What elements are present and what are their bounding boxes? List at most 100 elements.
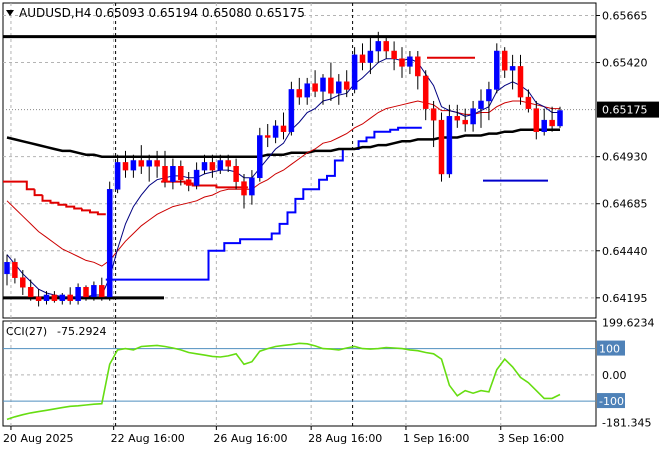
candle bbox=[509, 54, 516, 90]
candle-body bbox=[114, 162, 121, 190]
cci-panel: 199.6234 100 0.00 -100 -181.345 bbox=[2, 316, 655, 429]
candle-body bbox=[478, 100, 484, 109]
main-frame bbox=[2, 2, 597, 319]
candle-body bbox=[312, 83, 318, 92]
candle-body bbox=[193, 169, 200, 186]
candle-body bbox=[4, 262, 10, 275]
candle bbox=[525, 89, 532, 113]
candle-body bbox=[462, 119, 468, 125]
candle bbox=[399, 47, 405, 78]
candle-body bbox=[20, 277, 26, 288]
candle-body bbox=[146, 160, 152, 167]
candle-body bbox=[367, 50, 374, 63]
current-price-box bbox=[597, 101, 659, 118]
candle bbox=[138, 145, 145, 174]
candle-body bbox=[43, 294, 50, 301]
cci-level-label: 0.00 bbox=[602, 369, 627, 382]
candle-body bbox=[233, 166, 239, 182]
candle-body bbox=[446, 116, 453, 175]
candle-body bbox=[288, 89, 295, 132]
candle-body bbox=[225, 160, 231, 167]
candle bbox=[67, 287, 73, 305]
main-price-lines bbox=[3, 35, 596, 300]
cci-label: CCI(27) bbox=[6, 325, 47, 338]
candle-body bbox=[304, 83, 310, 98]
long-moving-average bbox=[6, 128, 560, 158]
candle bbox=[59, 293, 66, 305]
candle-body bbox=[501, 50, 508, 71]
time-axis: 20 Aug 2025 22 Aug 16:00 26 Aug 16:00 28 Au… bbox=[3, 426, 564, 445]
candle-body bbox=[343, 81, 350, 90]
candle-body bbox=[51, 294, 58, 301]
candle bbox=[217, 154, 224, 174]
candle bbox=[470, 100, 476, 132]
candle bbox=[264, 124, 271, 148]
candle-body bbox=[241, 181, 247, 196]
candle bbox=[75, 283, 81, 305]
candle-body bbox=[249, 177, 255, 196]
candle bbox=[106, 181, 113, 301]
candle-body bbox=[162, 166, 168, 182]
candle-body bbox=[280, 125, 287, 132]
candle bbox=[272, 120, 279, 144]
candle bbox=[209, 154, 216, 178]
candle-body bbox=[27, 287, 34, 298]
candle bbox=[517, 54, 524, 105]
candle-body bbox=[59, 294, 66, 301]
cci-level-label: 100 bbox=[599, 343, 620, 356]
candle-body bbox=[422, 75, 429, 109]
candle bbox=[296, 77, 303, 105]
main-price-axis: 0.65665 0.65420 0.64930 0.64685 0.64440 0.641… bbox=[596, 9, 659, 305]
time-tick-label: 1 Sep 16:00 bbox=[403, 432, 469, 445]
candle bbox=[154, 150, 160, 178]
cci-level-box bbox=[597, 393, 625, 409]
candle bbox=[122, 150, 129, 178]
ohlc-values: 0.65093 0.65194 0.65080 0.65175 bbox=[95, 6, 305, 20]
candle-body bbox=[525, 96, 532, 109]
candle-body bbox=[185, 179, 192, 186]
candle-body bbox=[106, 189, 113, 298]
cci-level-box bbox=[597, 340, 625, 356]
candle-body bbox=[509, 66, 516, 71]
candle bbox=[201, 154, 208, 174]
candle bbox=[391, 41, 397, 71]
candle-body bbox=[336, 81, 342, 94]
cci-header: CCI(27) -75.2924 bbox=[6, 325, 106, 338]
candle bbox=[257, 127, 263, 182]
candle-body bbox=[533, 108, 540, 132]
candle-body bbox=[494, 50, 500, 90]
candle-body bbox=[154, 160, 160, 167]
candle bbox=[422, 70, 429, 121]
candle bbox=[225, 154, 231, 173]
candle bbox=[549, 106, 555, 132]
candle-body bbox=[35, 296, 42, 301]
candle bbox=[193, 162, 200, 190]
candle-body bbox=[375, 41, 382, 52]
candle-body bbox=[138, 160, 145, 167]
red-trailing-stop bbox=[161, 180, 248, 189]
candle bbox=[462, 108, 468, 132]
current-price-label: 0.65175 bbox=[602, 104, 648, 117]
collapse-triangle-icon[interactable] bbox=[6, 10, 14, 16]
main-candles bbox=[4, 31, 563, 307]
time-tick-label: 20 Aug 2025 bbox=[3, 432, 73, 445]
candle bbox=[178, 160, 184, 186]
candle-body bbox=[209, 162, 216, 171]
candle bbox=[130, 154, 137, 178]
candle-body bbox=[359, 54, 366, 63]
candle-body bbox=[407, 56, 413, 67]
candle bbox=[494, 43, 500, 94]
price-tick-label: 0.64195 bbox=[602, 292, 648, 305]
candle bbox=[533, 100, 540, 140]
candle-body bbox=[470, 108, 476, 125]
candle bbox=[328, 62, 334, 101]
candle-body bbox=[549, 119, 555, 127]
candle-body bbox=[454, 116, 461, 121]
cci-level-label: -181.345 bbox=[602, 416, 651, 429]
candle-body bbox=[83, 287, 89, 298]
candle bbox=[27, 279, 34, 301]
candle bbox=[375, 31, 382, 63]
candle bbox=[12, 258, 18, 284]
cci-level-label: -100 bbox=[599, 395, 624, 408]
